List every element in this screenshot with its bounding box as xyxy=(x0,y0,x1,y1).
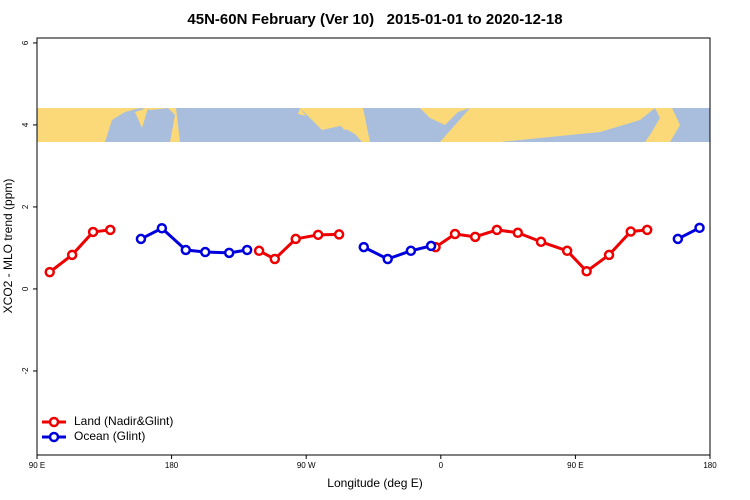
legend-label: Land (Nadir&Glint) xyxy=(74,414,173,428)
data-point xyxy=(405,245,417,257)
data-point xyxy=(156,223,168,234)
y-axis-label: XCO2 - MLO trend (ppm) xyxy=(1,179,15,314)
map-band xyxy=(37,108,710,142)
data-point xyxy=(180,244,192,256)
x-tick-label: 90 W xyxy=(297,461,316,470)
x-axis-label: Longitude (deg E) xyxy=(327,476,422,490)
legend-marker xyxy=(48,431,60,443)
data-point xyxy=(425,240,437,252)
data-point xyxy=(641,224,653,236)
data-point xyxy=(223,247,235,259)
data-point xyxy=(672,233,684,245)
data-point xyxy=(561,245,573,257)
data-point xyxy=(200,246,211,258)
data-point xyxy=(581,266,592,277)
x-tick-label: 180 xyxy=(165,461,179,470)
y-tick-label: 0 xyxy=(21,286,30,291)
y-tick-label: -2 xyxy=(21,367,30,375)
series-line xyxy=(434,228,648,273)
legend-marker xyxy=(48,416,60,428)
data-point xyxy=(241,244,253,256)
series-line xyxy=(48,228,111,274)
data-point xyxy=(625,226,636,237)
data-point xyxy=(269,253,281,265)
x-tick-label: 180 xyxy=(703,461,717,470)
data-point xyxy=(105,224,116,236)
legend-label: Ocean (Glint) xyxy=(74,429,145,443)
data-point xyxy=(253,245,265,257)
data-point xyxy=(87,226,99,238)
chart-title: 45N-60N February (Ver 10) 2015-01-01 to … xyxy=(187,11,562,28)
data-point xyxy=(469,231,481,243)
data-point xyxy=(135,233,147,245)
data-point xyxy=(449,228,461,240)
data-point xyxy=(535,236,547,248)
data-point xyxy=(694,222,705,234)
y-tick-label: 4 xyxy=(21,122,30,127)
y-tick-label: 2 xyxy=(21,204,30,209)
data-point xyxy=(491,224,503,236)
data-point xyxy=(358,241,370,253)
data-point xyxy=(603,249,615,261)
x-tick-label: 0 xyxy=(439,461,444,470)
x-tick-label: 90 E xyxy=(567,461,583,470)
data-point xyxy=(382,253,393,265)
y-tick-label: 6 xyxy=(21,40,30,45)
data-point xyxy=(512,227,524,239)
data-point xyxy=(333,229,345,240)
data-point xyxy=(290,233,301,245)
data-point xyxy=(66,249,78,261)
data-point xyxy=(44,266,55,278)
plot-frame xyxy=(36,37,711,456)
series-line xyxy=(363,244,432,261)
x-tick-label: 90 E xyxy=(29,461,45,470)
data-point xyxy=(312,229,324,241)
